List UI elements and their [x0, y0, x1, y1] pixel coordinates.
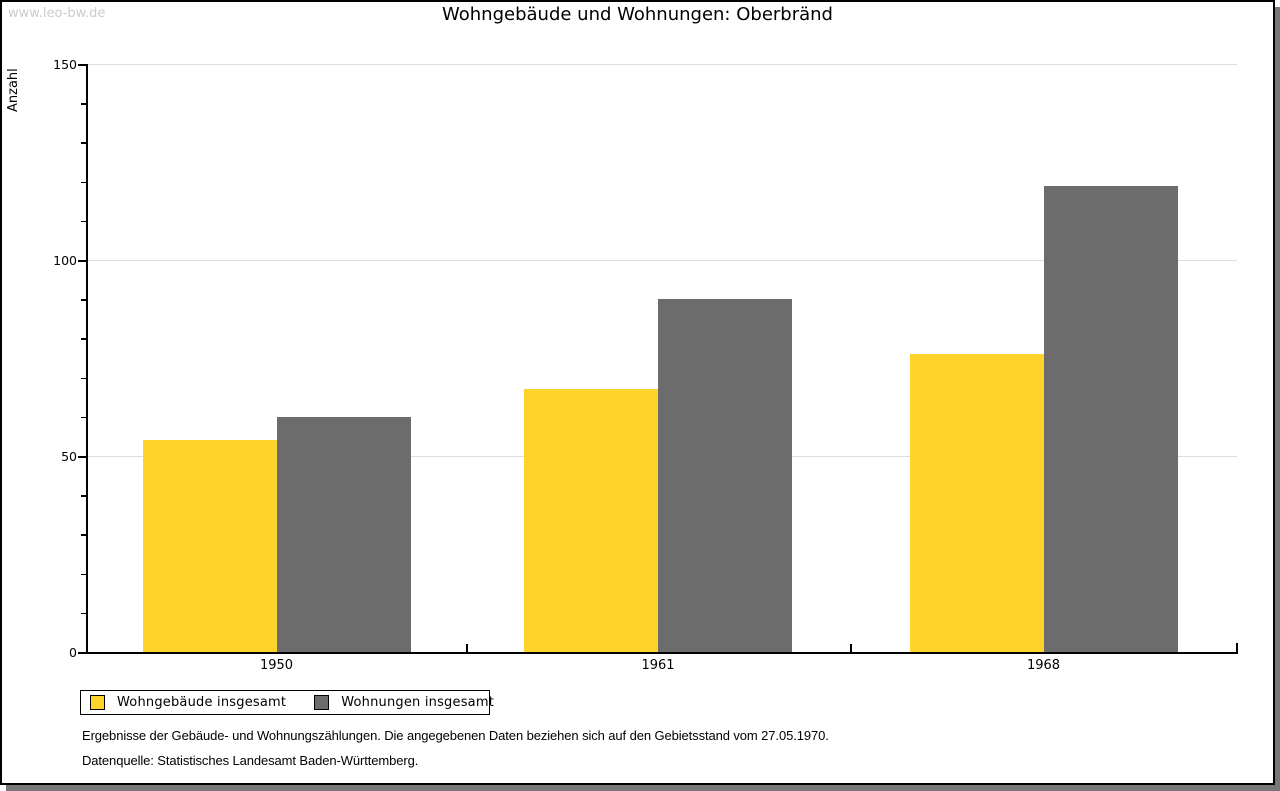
- x-axis-category-label: 1968: [1026, 658, 1061, 673]
- x-axis-category-label: 1961: [641, 658, 675, 673]
- y-axis-line: [86, 64, 88, 654]
- gridline-150: [87, 64, 1237, 65]
- x-axis-line: [86, 652, 1238, 654]
- y-tick-label: 0: [69, 645, 77, 660]
- y-tick-minor: [81, 103, 86, 105]
- y-tick-minor: [81, 181, 86, 184]
- legend-item-wohngebaeude: Wohngebäude insgesamt: [90, 695, 286, 710]
- legend-item-wohnungen: Wohnungen insgesamt: [314, 695, 494, 710]
- bar-wohngebaeude-1961: [524, 389, 658, 652]
- y-tick-label: 100: [53, 253, 77, 268]
- x-tick: [850, 644, 852, 652]
- x-axis-end-tick: [1236, 643, 1238, 652]
- watermark: www.leo-bw.de: [8, 6, 106, 21]
- y-tick-minor: [81, 142, 86, 144]
- y-tick-minor: [81, 416, 86, 419]
- bar-wohngebaeude-1968: [909, 354, 1044, 652]
- legend-swatch-wohngebaeude: [90, 695, 105, 710]
- x-axis-category-label: 1950: [259, 658, 294, 673]
- page-title: Wohngebäude und Wohnungen: Oberbränd: [442, 4, 833, 25]
- y-tick-minor: [81, 495, 86, 497]
- gridline-100: [87, 260, 1237, 261]
- y-tick-minor: [81, 377, 86, 380]
- bar-wohngebaeude-1950: [142, 440, 277, 652]
- legend-swatch-wohnungen: [314, 695, 330, 710]
- bar-wohnungen-1961: [658, 299, 792, 652]
- y-tick-label: 150: [53, 57, 77, 72]
- y-tick-minor: [81, 612, 86, 615]
- footnote-line-2: Datenquelle: Statistisches Landesamt Bad…: [82, 753, 419, 768]
- y-tick-minor: [81, 534, 86, 536]
- y-tick-major: [78, 260, 86, 262]
- y-tick-major: [78, 456, 86, 458]
- y-tick-label: 50: [61, 449, 77, 464]
- bar-wohnungen-1968: [1043, 185, 1178, 652]
- y-tick-major: [78, 64, 86, 66]
- legend-label-wohngebaeude: Wohngebäude insgesamt: [117, 695, 287, 710]
- x-tick: [466, 644, 468, 652]
- y-tick-minor: [81, 299, 86, 301]
- y-tick-minor: [81, 220, 86, 223]
- y-tick-minor: [81, 573, 86, 576]
- bar-wohnungen-1950: [276, 416, 411, 652]
- legend-box: Wohngebäude insgesamt Wohnungen insgesam…: [80, 690, 494, 715]
- legend-label-wohnungen: Wohnungen insgesamt: [341, 695, 495, 710]
- y-tick-major: [78, 652, 86, 654]
- footnote-line-1: Ergebnisse der Gebäude- und Wohnungszähl…: [82, 728, 829, 743]
- y-tick-minor: [81, 338, 86, 340]
